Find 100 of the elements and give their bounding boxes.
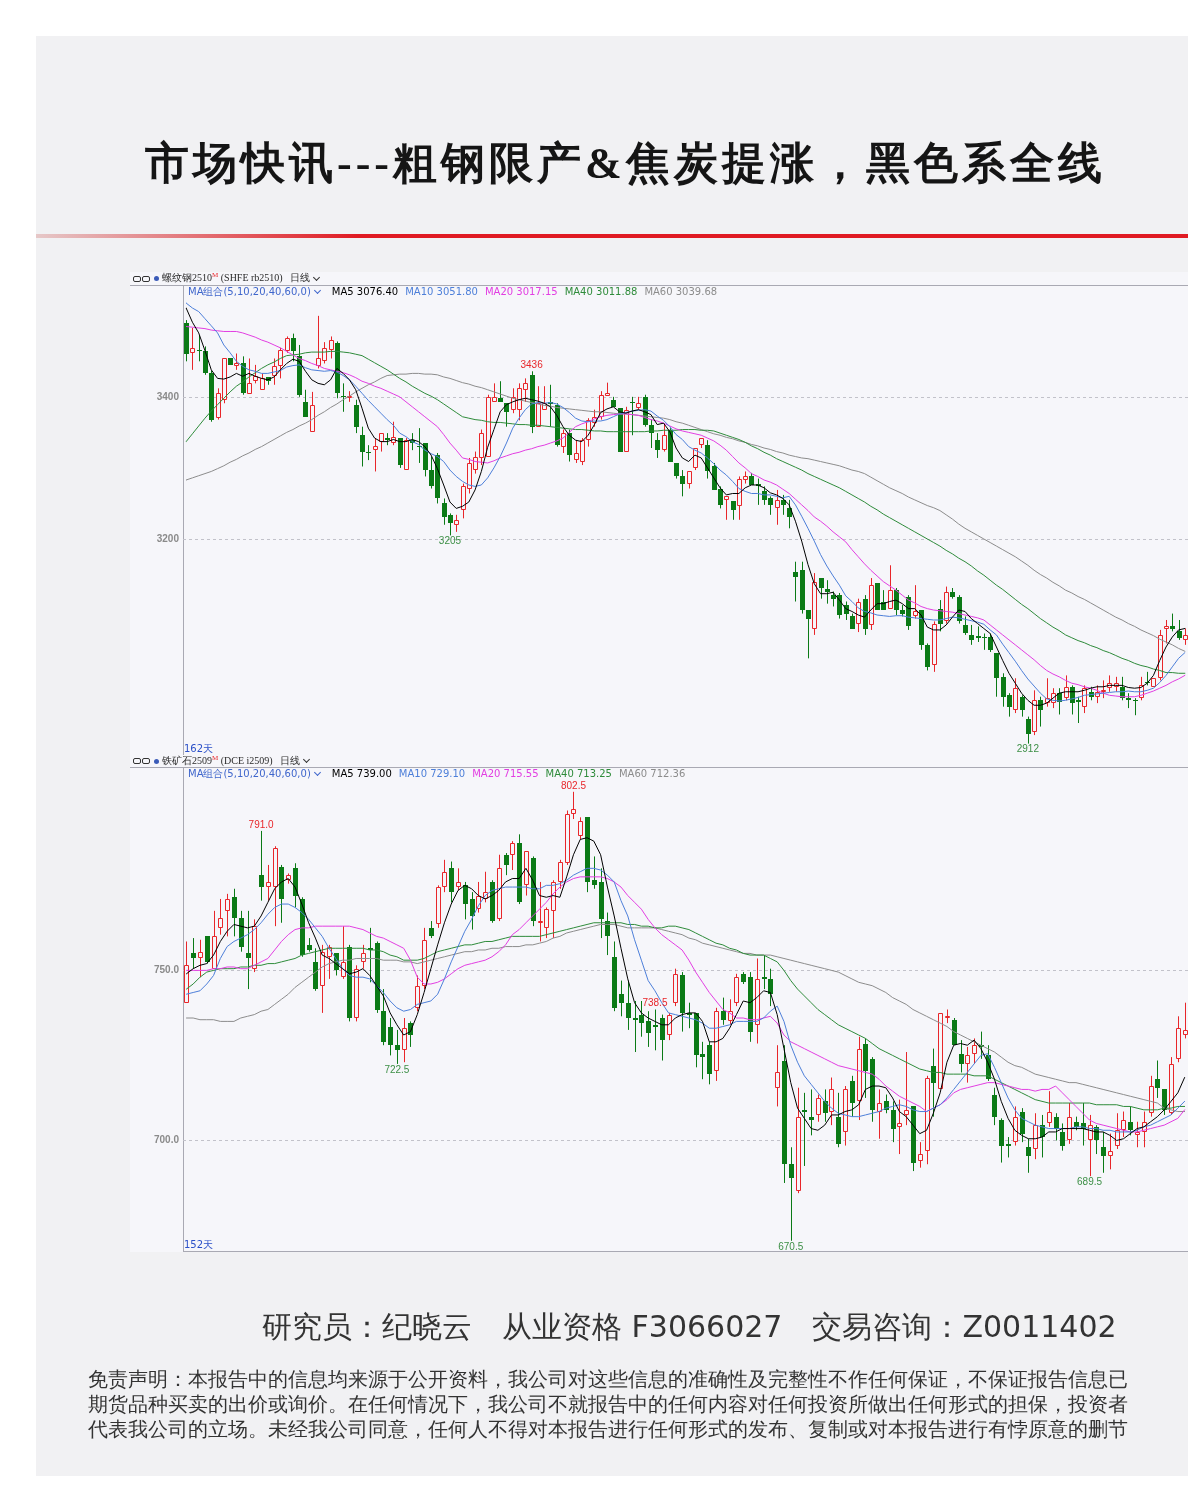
text: MA60 712.36: [618, 768, 686, 780]
candlestick: [660, 1014, 665, 1062]
candlestick: [1033, 1112, 1038, 1160]
candlestick: [775, 1044, 780, 1107]
candlestick: [904, 1051, 909, 1126]
candlestick: [422, 927, 427, 990]
candlestick: [734, 973, 739, 1007]
candlestick: [436, 884, 441, 929]
candlestick: [259, 830, 264, 902]
candlestick: [1176, 1015, 1181, 1063]
candlestick: [190, 327, 195, 371]
candlestick: [796, 1087, 801, 1194]
candlestick: [1101, 1131, 1106, 1174]
chart-subtitle: 螺纹钢2510$^{M}$ (SHFE rb2510) 日线: [162, 271, 311, 286]
candlestick: [888, 564, 893, 609]
candlestick: [490, 879, 495, 924]
candlestick: [232, 888, 237, 937]
chart-title: 市场快讯---粗钢限产&焦炭提涨，黑色系全线: [145, 138, 1106, 190]
candlestick: [755, 957, 760, 1045]
candlestick: [1155, 1060, 1160, 1099]
y-tick-label: 3200: [156, 532, 180, 544]
annotation: 3205: [438, 535, 462, 547]
candlestick: [1026, 716, 1031, 745]
candlestick: [198, 939, 203, 978]
candlestick: [800, 561, 805, 615]
candlestick: [789, 1146, 794, 1242]
candlestick: [354, 964, 359, 1022]
candlestick: [1013, 1105, 1018, 1147]
annotation: 2912: [1016, 743, 1040, 755]
candlestick: [1133, 697, 1138, 716]
candlestick: [517, 833, 522, 905]
candlestick: [1149, 1075, 1154, 1118]
candlestick: [680, 469, 685, 497]
candlestick: [775, 489, 780, 526]
candlestick: [454, 514, 459, 533]
text: MA40 3011.88: [564, 286, 638, 298]
candlestick: [741, 971, 746, 985]
candlestick: [504, 852, 509, 876]
candlestick: [218, 898, 223, 936]
candlestick: [843, 1085, 848, 1147]
annotation: 162天: [184, 743, 214, 755]
candlestick: [762, 954, 767, 990]
candlestick: [1183, 1002, 1188, 1039]
candlestick: [191, 937, 196, 970]
candlestick: [624, 406, 629, 452]
candlestick: [612, 940, 617, 1012]
candlestick: [816, 1094, 821, 1123]
candlestick: [748, 971, 753, 1043]
legend-title: MA组合(5,10,20,40,60,0): [188, 286, 311, 298]
text: MA40 713.25: [545, 768, 612, 780]
candlestick: [856, 598, 861, 633]
candlestick: [897, 1099, 902, 1155]
candlestick: [653, 1009, 658, 1051]
candlestick: [266, 864, 271, 902]
candlestick: [307, 937, 312, 953]
candlestick: [456, 867, 461, 891]
candlestick: [341, 925, 346, 980]
candlestick: [197, 334, 202, 362]
candlestick: [360, 426, 365, 467]
candlestick: [1164, 619, 1169, 644]
candlestick: [768, 968, 773, 1007]
candlestick: [561, 429, 566, 454]
candlestick: [869, 577, 874, 631]
candlestick: [721, 997, 726, 1026]
candlestick: [938, 1013, 943, 1089]
candlestick: [388, 1017, 393, 1056]
candlestick: [385, 432, 390, 446]
candlestick: [932, 620, 937, 673]
text: MA60 3039.68: [644, 286, 718, 298]
candlestick: [707, 1041, 712, 1085]
candlestick: [497, 854, 502, 922]
candlestick: [655, 432, 660, 459]
candlestick: [1177, 619, 1182, 641]
candlestick: [246, 910, 251, 990]
annotation: 152天: [184, 1239, 214, 1251]
candlestick: [442, 859, 447, 893]
candlestick: [825, 579, 830, 605]
candlestick: [673, 968, 678, 1007]
candlestick: [965, 1046, 970, 1084]
candlestick: [354, 399, 359, 434]
text: 期货品种买卖的出价或询价。在任何情况下，我公司不就报告中的任何内容对任何投资所做出任何形式的担保，投资者: [88, 1392, 1128, 1417]
candlestick: [963, 615, 968, 636]
y-tick-label: 700.0: [153, 1134, 180, 1146]
candlestick: [571, 791, 576, 820]
text: MA10 729.10: [398, 768, 466, 780]
candlestick: [381, 988, 386, 1046]
candlestick: [1032, 689, 1037, 736]
candlestick: [1020, 694, 1025, 718]
annotation: 722.5: [384, 1063, 410, 1075]
candlestick: [1126, 692, 1131, 709]
candlestick: [782, 1044, 787, 1184]
text: 研究员：纪晓云 从业资格 F3066027 交易咨询：Z0011402: [262, 1308, 1117, 1346]
candlestick: [857, 1036, 862, 1121]
candlestick: [1054, 1112, 1059, 1141]
candlestick: [375, 940, 380, 1014]
candlestick: [320, 944, 325, 1014]
y-tick-label: 750.0: [153, 964, 180, 976]
candlestick: [313, 947, 318, 992]
candlestick: [1060, 1122, 1065, 1152]
annotation: 791.0: [248, 818, 275, 830]
